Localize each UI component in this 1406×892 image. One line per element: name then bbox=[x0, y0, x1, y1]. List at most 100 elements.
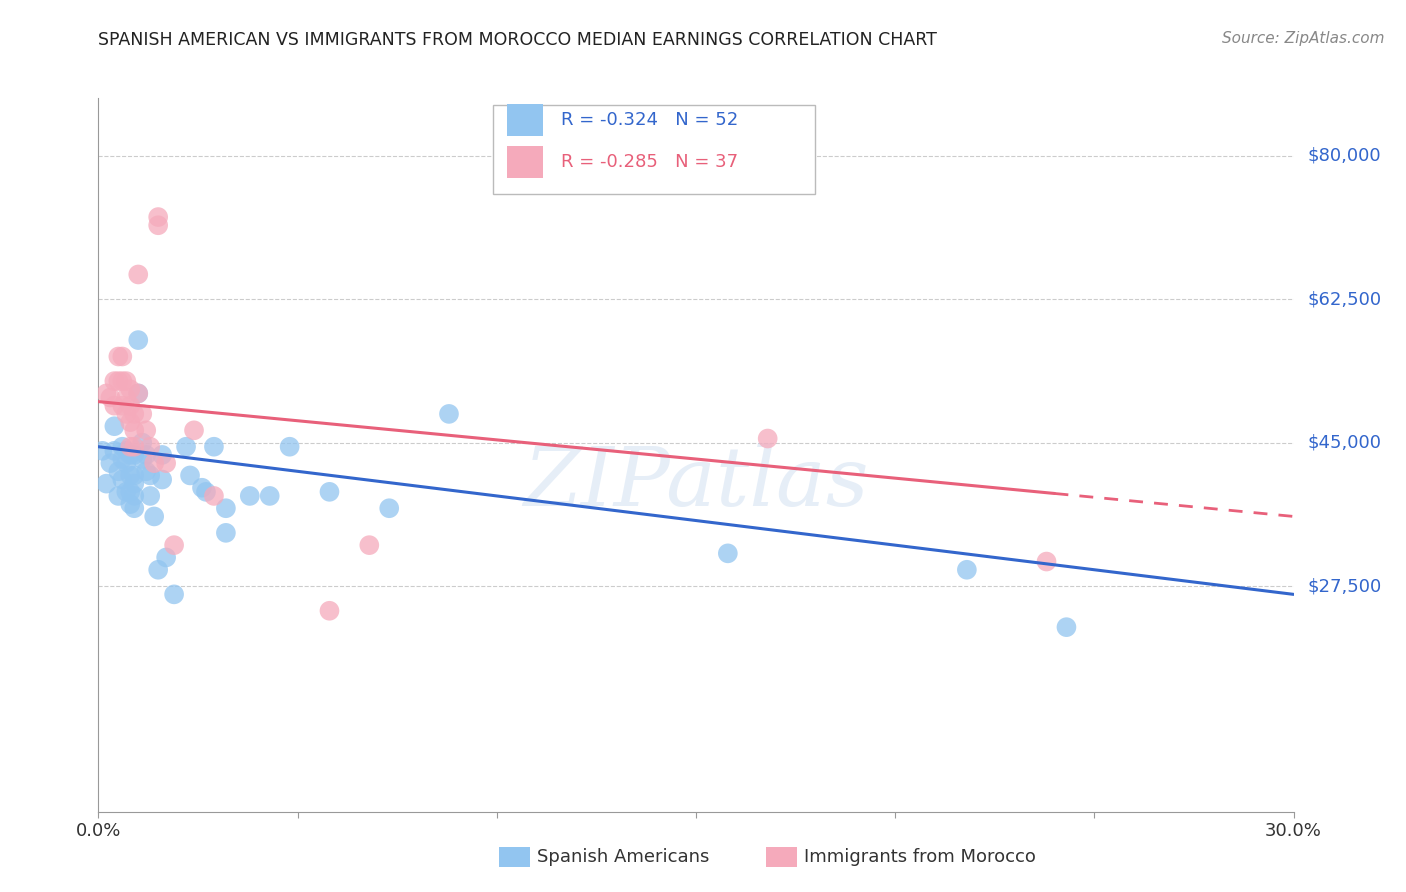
Text: R = -0.285   N = 37: R = -0.285 N = 37 bbox=[561, 153, 738, 171]
Point bbox=[131, 435, 153, 450]
Text: Spanish Americans: Spanish Americans bbox=[537, 848, 710, 866]
Point bbox=[124, 476, 146, 491]
Point bbox=[756, 432, 779, 446]
Text: Immigrants from Morocco: Immigrants from Morocco bbox=[804, 848, 1036, 866]
Point bbox=[98, 391, 122, 405]
Point bbox=[278, 440, 301, 454]
Point bbox=[111, 452, 134, 467]
Point bbox=[202, 440, 225, 454]
Text: $80,000: $80,000 bbox=[1308, 146, 1381, 164]
Point bbox=[215, 525, 238, 540]
Point bbox=[717, 546, 740, 560]
Point bbox=[103, 443, 125, 458]
Text: $27,500: $27,500 bbox=[1308, 577, 1382, 595]
Point bbox=[124, 448, 146, 462]
Text: SPANISH AMERICAN VS IMMIGRANTS FROM MOROCCO MEDIAN EARNINGS CORRELATION CHART: SPANISH AMERICAN VS IMMIGRANTS FROM MORO… bbox=[98, 31, 938, 49]
Point bbox=[202, 489, 225, 503]
Point bbox=[163, 538, 186, 552]
Point bbox=[239, 489, 262, 503]
Point bbox=[148, 563, 170, 577]
Point bbox=[124, 489, 146, 503]
Point bbox=[174, 440, 197, 454]
Point bbox=[1035, 555, 1057, 569]
Point bbox=[135, 448, 157, 462]
Point bbox=[107, 374, 129, 388]
Point bbox=[183, 423, 205, 437]
Point bbox=[115, 456, 138, 470]
Point bbox=[155, 550, 177, 565]
Point bbox=[96, 476, 118, 491]
Point bbox=[111, 440, 134, 454]
Point bbox=[115, 374, 138, 388]
Point bbox=[135, 464, 157, 478]
Point bbox=[107, 464, 129, 478]
FancyBboxPatch shape bbox=[508, 104, 543, 136]
Point bbox=[143, 509, 166, 524]
Point bbox=[124, 407, 146, 421]
Point bbox=[124, 468, 146, 483]
Point bbox=[135, 423, 157, 437]
Point bbox=[143, 456, 166, 470]
Point bbox=[191, 481, 214, 495]
Point bbox=[111, 399, 134, 413]
Point bbox=[120, 497, 142, 511]
Point bbox=[150, 448, 173, 462]
Point bbox=[318, 484, 340, 499]
Point bbox=[956, 563, 979, 577]
Point bbox=[131, 452, 153, 467]
Point bbox=[127, 333, 149, 347]
Point bbox=[194, 484, 218, 499]
Point bbox=[103, 399, 125, 413]
Point bbox=[103, 419, 125, 434]
Point bbox=[115, 391, 138, 405]
Point bbox=[107, 350, 129, 364]
Point bbox=[115, 443, 138, 458]
Point bbox=[111, 350, 134, 364]
Point bbox=[359, 538, 381, 552]
Point bbox=[139, 468, 162, 483]
Point bbox=[124, 440, 146, 454]
Point bbox=[139, 489, 162, 503]
Point bbox=[120, 382, 142, 396]
Point bbox=[120, 440, 142, 454]
Point bbox=[215, 501, 238, 516]
Text: $62,500: $62,500 bbox=[1308, 290, 1382, 308]
Point bbox=[107, 489, 129, 503]
Text: ZIPatlas: ZIPatlas bbox=[523, 443, 869, 524]
Point bbox=[120, 448, 142, 462]
Point bbox=[115, 407, 138, 421]
Point bbox=[111, 473, 134, 487]
Point bbox=[124, 501, 146, 516]
Text: Source: ZipAtlas.com: Source: ZipAtlas.com bbox=[1222, 31, 1385, 46]
Point bbox=[103, 374, 125, 388]
Point bbox=[120, 484, 142, 499]
Point bbox=[120, 415, 142, 429]
Point bbox=[1054, 620, 1078, 634]
Point bbox=[148, 219, 170, 233]
Point bbox=[120, 468, 142, 483]
Point bbox=[150, 473, 173, 487]
Point bbox=[179, 468, 201, 483]
FancyBboxPatch shape bbox=[494, 105, 815, 194]
Point bbox=[131, 407, 153, 421]
Point bbox=[115, 484, 138, 499]
Text: $45,000: $45,000 bbox=[1308, 434, 1382, 451]
Point bbox=[437, 407, 460, 421]
Point bbox=[91, 443, 114, 458]
Point bbox=[155, 456, 177, 470]
Point bbox=[148, 210, 170, 224]
Point bbox=[127, 386, 149, 401]
Point bbox=[127, 268, 149, 282]
Point bbox=[378, 501, 401, 516]
Point bbox=[124, 423, 146, 437]
Point bbox=[259, 489, 281, 503]
Point bbox=[120, 399, 142, 413]
Text: R = -0.324   N = 52: R = -0.324 N = 52 bbox=[561, 112, 738, 129]
Point bbox=[96, 386, 118, 401]
Point bbox=[163, 587, 186, 601]
Point bbox=[127, 386, 149, 401]
Point bbox=[139, 440, 162, 454]
Point bbox=[318, 604, 340, 618]
FancyBboxPatch shape bbox=[508, 146, 543, 178]
Point bbox=[98, 456, 122, 470]
